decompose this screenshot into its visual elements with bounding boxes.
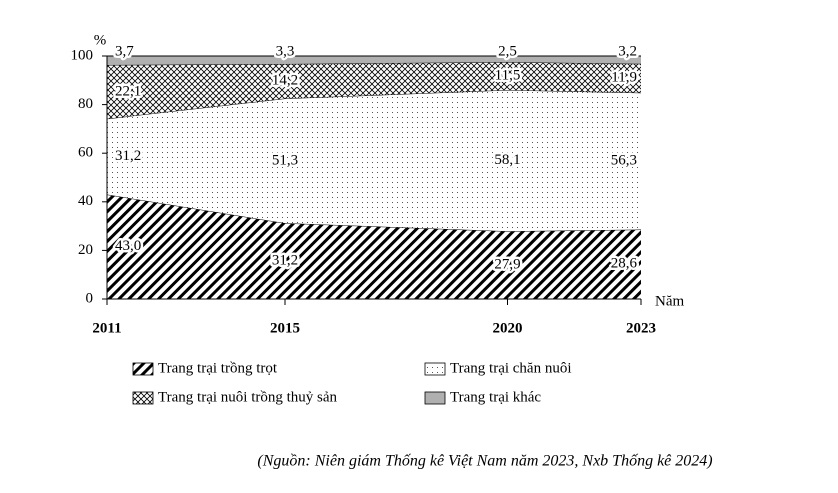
y-tick-label: 20 (78, 242, 93, 258)
source-note: (Nguồn: Niên giám Thống kê Việt Nam năm … (257, 453, 712, 470)
legend-label: Trang trại nuôi trồng thuỷ sản (158, 389, 338, 405)
y-tick-label: 100 (71, 47, 94, 63)
x-axis-label: Năm (655, 293, 684, 309)
legend-label: Trang trại trồng trọt (158, 360, 278, 376)
value-label: 51,3 (272, 152, 298, 168)
area (107, 194, 641, 299)
value-label: 11,9 (611, 70, 637, 86)
value-label: 3,7 (115, 43, 134, 59)
y-tick-label: 40 (78, 193, 93, 209)
legend-swatch (424, 391, 446, 405)
legend-label: Trang trại chăn nuôi (450, 360, 572, 376)
value-label: 31,2 (115, 148, 141, 164)
legend-swatch (424, 362, 446, 376)
value-label: 27,9 (494, 257, 520, 273)
value-label: 3,3 (276, 43, 295, 59)
legend-label: Trang trại khác (450, 389, 541, 405)
x-tick-label: 2015 (270, 320, 300, 336)
x-tick-label: 2011 (92, 320, 121, 336)
y-tick-label: 80 (78, 96, 93, 112)
y-tick-label: 0 (86, 290, 94, 306)
x-tick-label: 2020 (493, 320, 523, 336)
value-label: 43,0 (115, 238, 141, 254)
value-label: 11,5 (495, 67, 521, 83)
value-label: 22,1 (115, 83, 141, 99)
y-axis-label: % (94, 32, 107, 48)
legend-swatch (132, 391, 154, 405)
legend-swatch (132, 362, 154, 376)
value-label: 31,2 (272, 253, 298, 269)
value-label: 56,3 (611, 153, 637, 169)
value-label: 2,5 (498, 43, 517, 59)
value-label: 58,1 (494, 152, 520, 168)
value-label: 14,2 (272, 73, 298, 89)
value-label: 3,2 (618, 43, 637, 59)
value-label: 28,6 (611, 256, 638, 272)
area (107, 90, 641, 232)
y-tick-label: 60 (78, 145, 93, 161)
x-tick-label: 2023 (626, 320, 656, 336)
area (107, 56, 641, 65)
area (107, 62, 641, 119)
